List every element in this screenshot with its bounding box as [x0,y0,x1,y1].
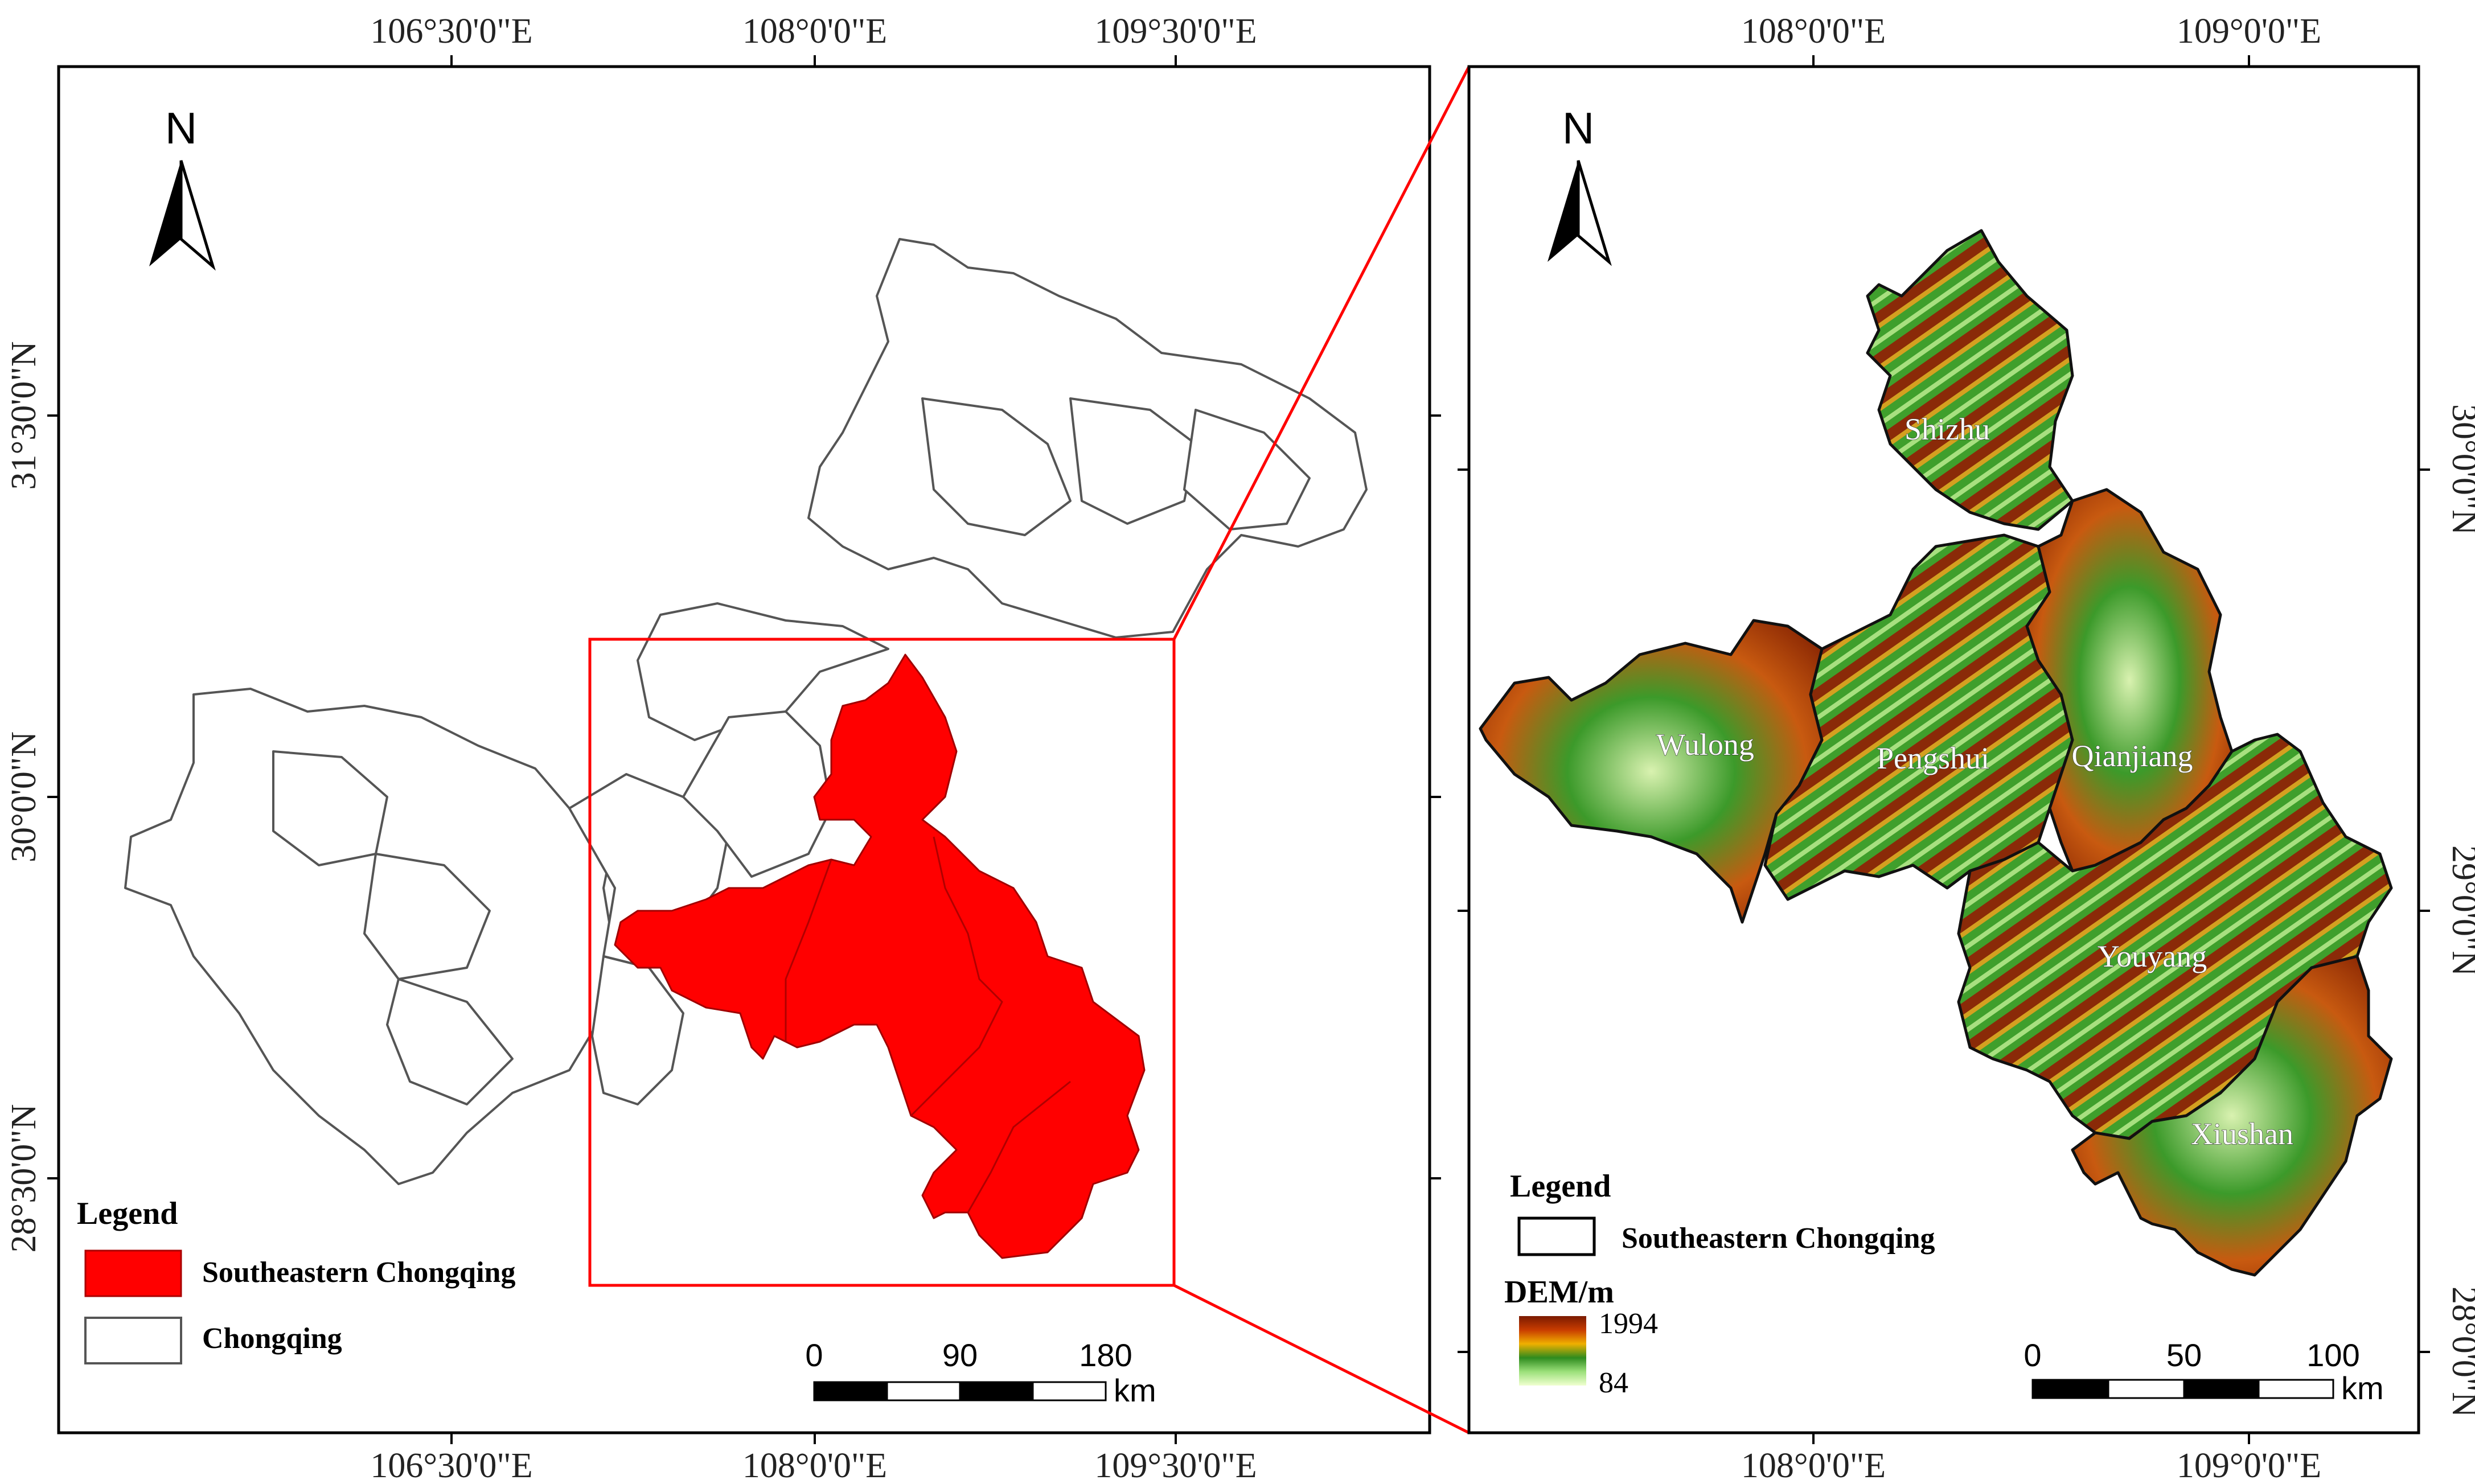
left-bottom-lon-label-3: 109°30'0"E [1094,1446,1257,1484]
southeastern-internal-boundaries [785,836,1071,1213]
left-lat-label-1: 31°30'0"N [5,341,43,490]
right-frame-ticks [1458,55,2430,1444]
right-north-arrow: N [1548,103,1612,266]
right-scale-tick-1: 50 [2166,1337,2202,1373]
dem-min-value: 84 [1599,1367,1628,1399]
right-lat-label-2: 29°0'0"N [2445,845,2475,976]
district-east-white [682,710,832,878]
right-scale-tick-2: 100 [2306,1337,2359,1373]
right-top-lon-label-2: 109°0'0"E [2177,12,2321,51]
right-north-label: N [1562,103,1594,153]
left-north-arrow: N [149,103,216,271]
left-scale-tick-1: 90 [942,1337,978,1373]
right-scale-bar: 0 50 100 km [2023,1337,2383,1406]
county-xiushan [2071,955,2393,1277]
left-frame-ticks [47,55,1441,1444]
district-mid [637,602,889,741]
legend-swatch-southeastern [84,1249,182,1297]
district-northeast-inner-1 [921,397,1072,536]
county-pengshui [1763,533,2074,901]
extent-box [588,638,1176,1287]
left-scale-unit: km [1114,1372,1156,1408]
left-lat-label-3: 28°30'0"N [5,1104,43,1252]
dem-max-value: 1994 [1599,1308,1658,1340]
dem-terrain [1479,229,2393,1277]
legend-label-boundary: Southeastern Chongqing [1622,1222,1935,1255]
right-legend: Legend Southeastern Chongqing DEM/m 1994… [1504,1169,1935,1399]
district-northeast-inner-2 [1069,397,1197,525]
left-lat-label-2: 30°0'0"N [5,731,43,862]
connector-bottom [1173,1284,1470,1434]
left-bottom-lon-label-2: 108°0'0"E [742,1446,887,1484]
district-south [591,955,684,1105]
county-label-pengshui: Pengshui [1877,741,1989,775]
left-top-lon-label-2: 108°0'0"E [742,12,887,51]
connector-top [1172,65,1471,640]
left-scale-tick-0: 0 [805,1337,823,1373]
right-legend-title: Legend [1510,1169,1611,1204]
county-label-wulong: Wulong [1656,727,1754,762]
right-lat-label-3: 28°0'0"N [2445,1286,2475,1417]
district-west-inner-2 [363,853,491,980]
legend-swatch-boundary [1517,1216,1596,1256]
left-legend: Legend Southeastern Chongqing Chongqing [77,1196,515,1364]
dem-color-ramp [1519,1316,1586,1386]
county-label-xiushan: Xiushan [2191,1117,2293,1151]
legend-label-chongqing: Chongqing [202,1322,342,1355]
county-label-shizhu: Shizhu [1905,412,1990,446]
right-lat-label-1: 30°0'0"N [2445,404,2475,535]
legend-swatch-chongqing [84,1317,182,1364]
legend-label-southeastern: Southeastern Chongqing [202,1256,515,1289]
left-legend-title: Legend [77,1196,178,1231]
right-scale-tick-0: 0 [2023,1337,2041,1373]
district-northeast-inner-3 [1183,409,1311,531]
county-label-youyang: Youyang [2098,939,2207,973]
left-scale-bar: 0 90 180 km [805,1337,1156,1408]
left-north-label: N [165,103,197,153]
district-west-inner-3 [386,978,514,1105]
right-bottom-lon-label-2: 109°0'0"E [2177,1446,2321,1484]
left-top-lon-label-1: 106°30'0"E [370,12,532,51]
right-top-lon-label-1: 108°0'0"E [1741,12,1886,51]
left-bottom-lon-label-1: 106°30'0"E [370,1446,532,1484]
left-scale-tick-2: 180 [1079,1337,1132,1373]
county-youyang [1957,733,2393,1140]
dem-legend-title: DEM/m [1504,1275,1614,1310]
left-top-lon-label-3: 109°30'0"E [1094,12,1257,51]
right-scale-unit: km [2341,1370,2384,1406]
right-bottom-lon-label-1: 108°0'0"E [1741,1446,1886,1484]
county-label-qianjiang: Qianjiang [2072,739,2193,773]
county-shizhu [1866,229,2074,531]
